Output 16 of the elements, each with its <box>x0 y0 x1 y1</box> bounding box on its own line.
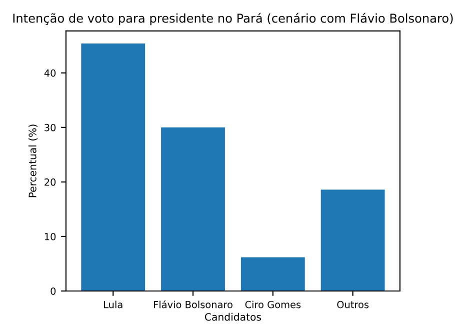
bar <box>161 127 225 291</box>
y-axis-title: Percentual (%) <box>28 124 38 198</box>
x-tick-label: Flávio Bolsonaro <box>154 300 232 308</box>
y-tick-label: 0 <box>50 287 56 295</box>
y-tick-label: 30 <box>44 124 56 132</box>
bar <box>320 190 385 291</box>
x-tick-label: Ciro Gomes <box>245 300 301 308</box>
y-tick-label: 40 <box>44 69 56 77</box>
x-axis-title: Candidatos <box>204 312 262 321</box>
x-tick-label: Lula <box>104 300 122 308</box>
bar <box>240 257 305 291</box>
y-tick-label: 10 <box>44 232 56 240</box>
bar <box>81 43 146 291</box>
x-tick-label: Outros <box>337 300 369 308</box>
chart-title: Intenção de voto para presidente no Pará (cenário com Flávio Bolsonaro) <box>13 12 453 26</box>
y-tick-label: 20 <box>44 178 56 186</box>
